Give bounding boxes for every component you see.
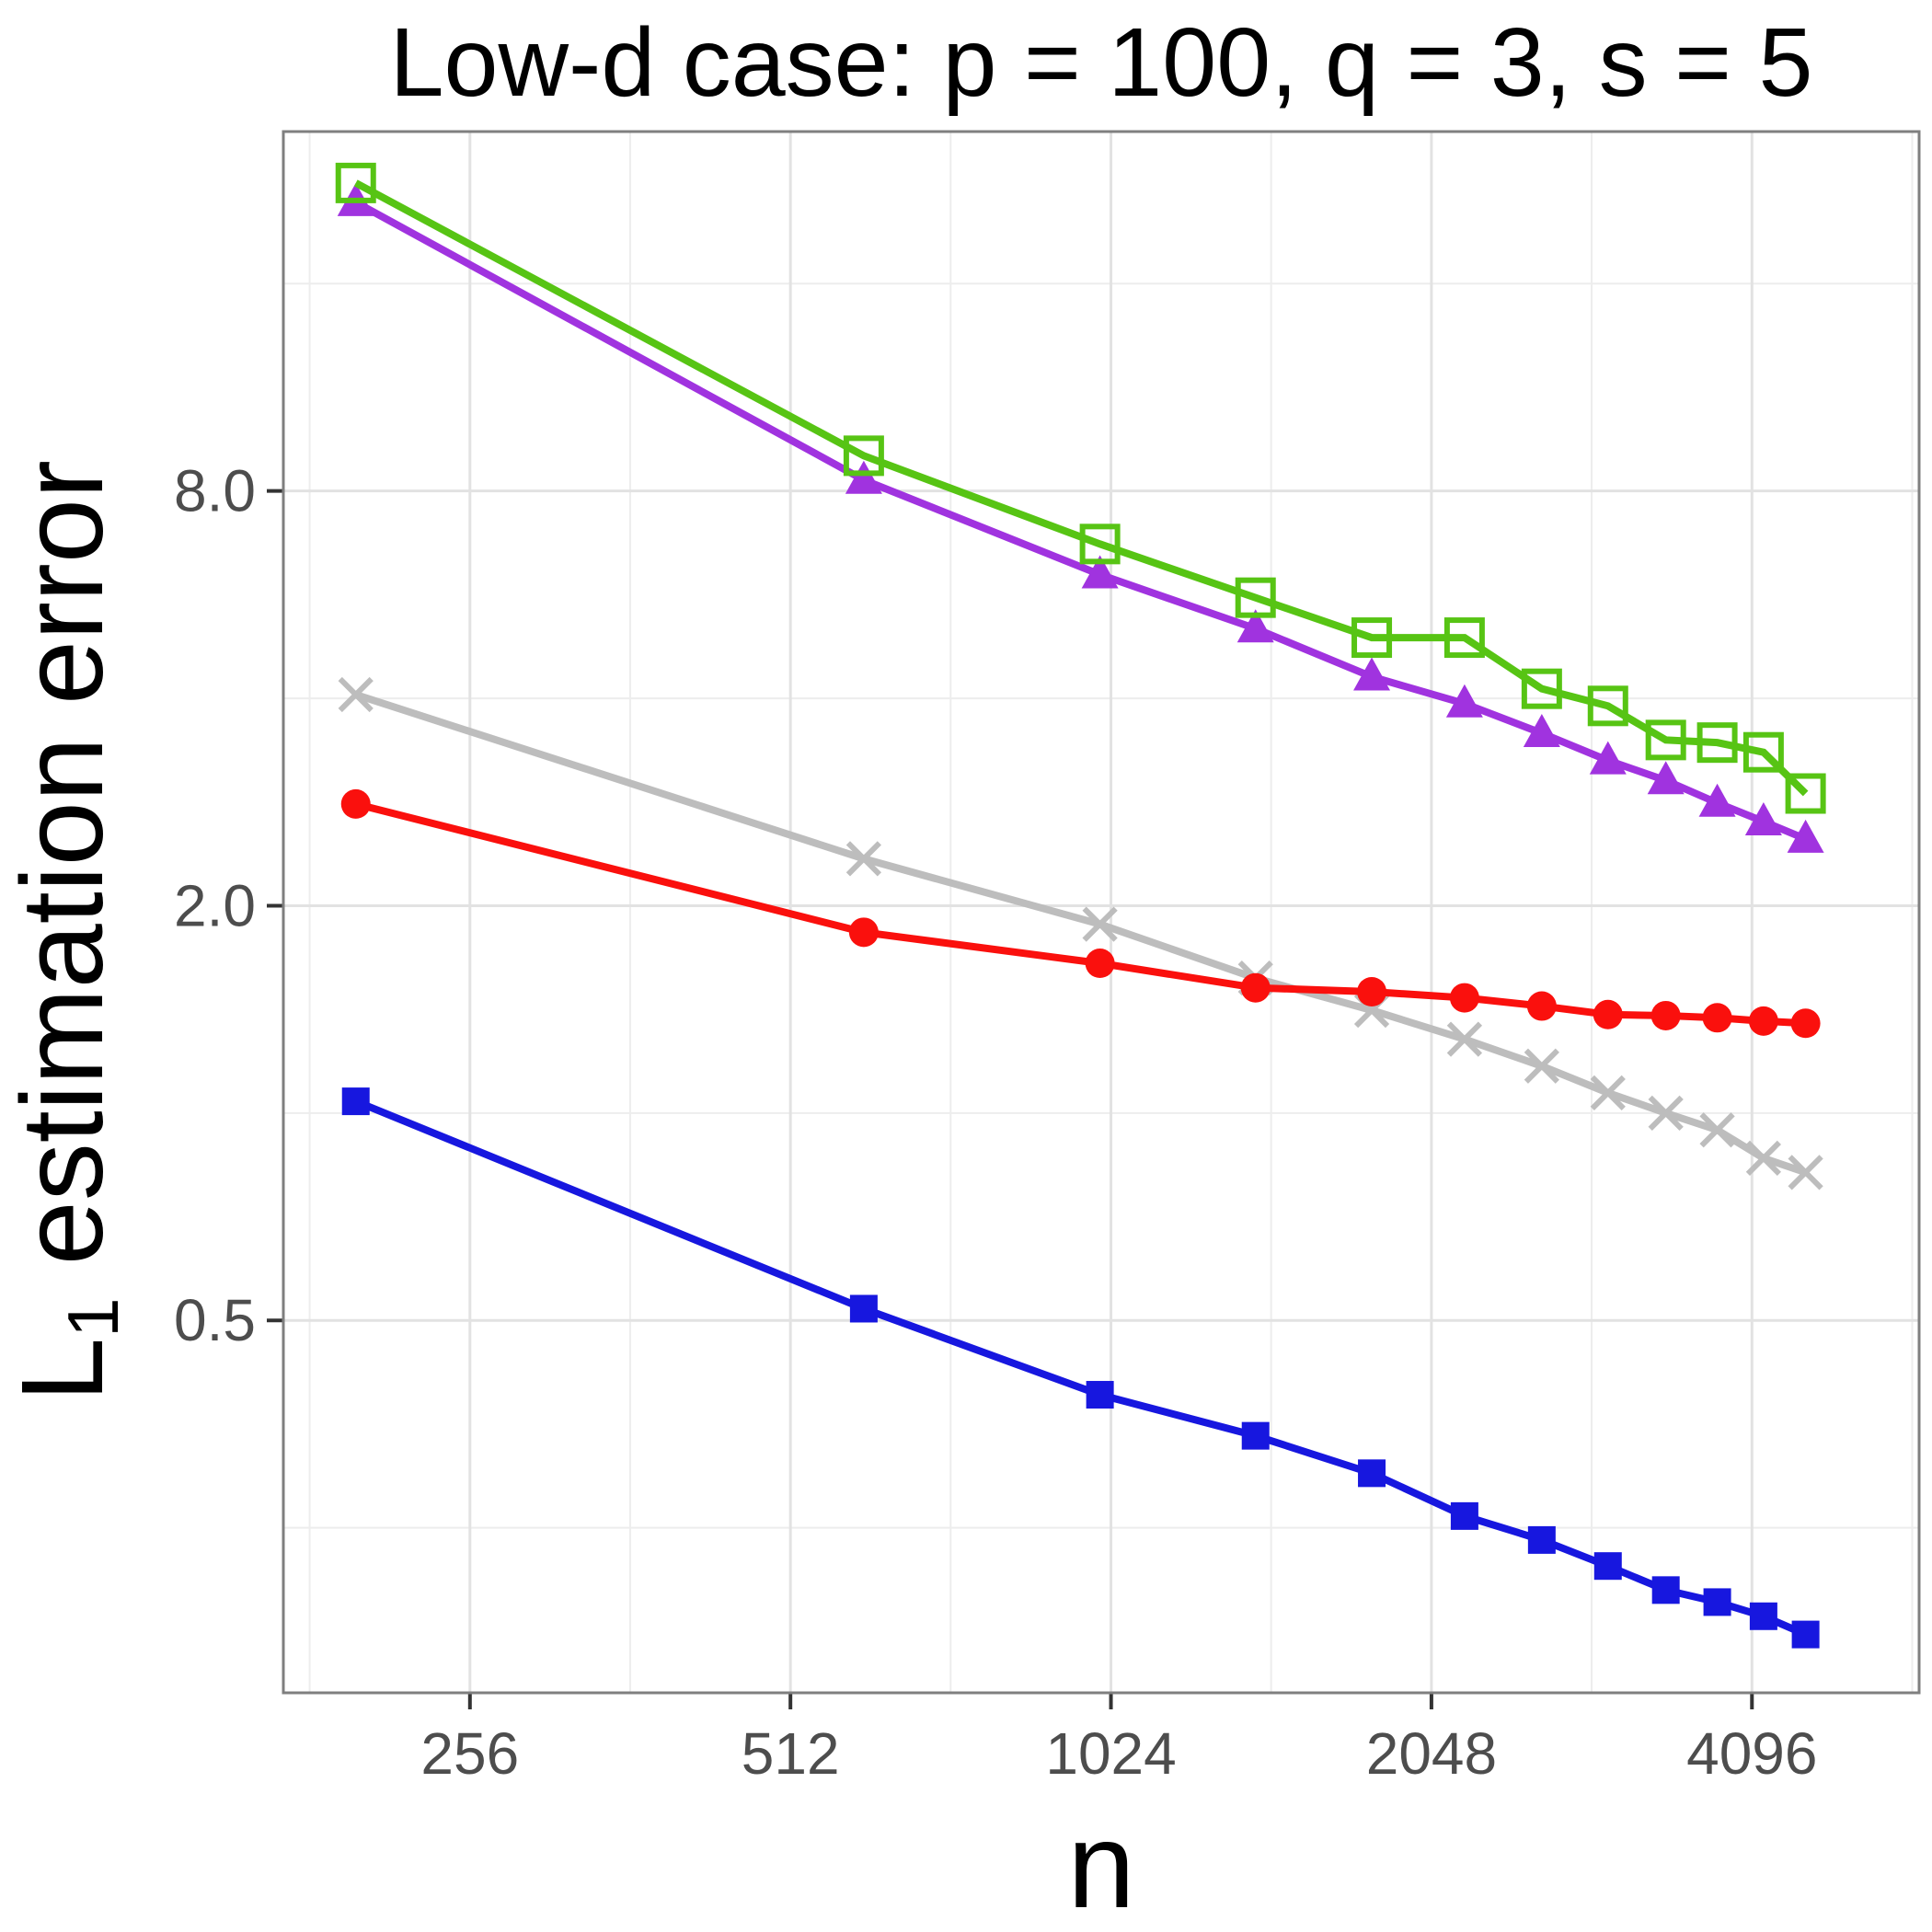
filled-square-blue-point bbox=[1791, 1620, 1820, 1649]
x-tick-label: 2048 bbox=[1366, 1720, 1497, 1787]
filled-circle-red-point bbox=[1790, 1008, 1821, 1039]
series-line-open-square-green bbox=[353, 179, 1809, 797]
x-tick-label: 1024 bbox=[1045, 1720, 1176, 1787]
open-square-green-point bbox=[1521, 668, 1562, 709]
filled-triangle-purple-point bbox=[1445, 684, 1483, 718]
y-tick-label: 8.0 bbox=[174, 458, 256, 524]
filled-square-blue-point bbox=[1651, 1576, 1680, 1604]
x-tick-label: 512 bbox=[742, 1720, 840, 1787]
filled-square-blue-point bbox=[1358, 1459, 1386, 1488]
chart-title: Low-d case: p = 100, q = 3, s = 5 bbox=[389, 8, 1813, 117]
cross-gray-point bbox=[338, 676, 374, 713]
filled-square-blue-point bbox=[1086, 1381, 1114, 1409]
cross-gray-point bbox=[1699, 1112, 1735, 1148]
cross-gray-point bbox=[1788, 1155, 1823, 1190]
panel-background bbox=[283, 132, 1919, 1693]
open-square-green-point bbox=[1785, 773, 1826, 814]
cross-gray-point bbox=[1082, 906, 1118, 942]
filled-circle-red-point bbox=[1526, 991, 1557, 1021]
filled-triangle-purple-point bbox=[1647, 761, 1685, 795]
open-square-green-point bbox=[1079, 523, 1121, 565]
filled-circle-red-point bbox=[1085, 949, 1115, 979]
filled-circle-red-point bbox=[1650, 1000, 1681, 1030]
filled-square-blue-point bbox=[341, 1087, 370, 1116]
open-square-green-point bbox=[1443, 617, 1485, 659]
filled-circle-red-point bbox=[848, 917, 879, 948]
filled-circle-red-point bbox=[1240, 972, 1271, 1003]
cross-gray-point bbox=[1524, 1048, 1559, 1084]
filled-triangle-purple-point bbox=[1081, 555, 1119, 589]
cross-gray-point bbox=[1745, 1140, 1782, 1177]
y-tick-label: 0.5 bbox=[174, 1287, 256, 1353]
filled-circle-red-point bbox=[340, 788, 371, 819]
filled-triangle-purple-point bbox=[1589, 741, 1627, 775]
open-square-green-point bbox=[1645, 719, 1686, 761]
filled-circle-red-point bbox=[1702, 1003, 1732, 1033]
filled-triangle-purple-point bbox=[845, 460, 882, 494]
filled-square-blue-point bbox=[1241, 1421, 1270, 1450]
cross-gray-point bbox=[1648, 1095, 1684, 1131]
x-tick-label: 4096 bbox=[1686, 1720, 1817, 1787]
open-square-green-point bbox=[335, 162, 376, 203]
open-square-green-point bbox=[1742, 731, 1784, 773]
open-square-green-point bbox=[843, 435, 884, 477]
cross-gray-point bbox=[1446, 1021, 1483, 1057]
filled-triangle-purple-point bbox=[1698, 783, 1736, 817]
open-square-green-point bbox=[1587, 685, 1628, 727]
filled-square-blue-point bbox=[1703, 1588, 1731, 1616]
filled-circle-red-point bbox=[1748, 1006, 1778, 1036]
filled-square-blue-point bbox=[849, 1294, 878, 1323]
panel-border bbox=[282, 130, 1921, 1695]
filled-triangle-purple-point bbox=[1236, 609, 1274, 643]
filled-triangle-purple-point bbox=[1353, 657, 1391, 691]
x-axis-title: n bbox=[1067, 1798, 1135, 1932]
filled-triangle-purple-point bbox=[1744, 801, 1782, 835]
open-square-green-point bbox=[1235, 577, 1276, 618]
open-square-green-point bbox=[1351, 617, 1393, 659]
filled-triangle-purple-point bbox=[1523, 713, 1560, 747]
filled-circle-red-point bbox=[1449, 983, 1479, 1013]
filled-square-blue-point bbox=[1593, 1552, 1622, 1581]
filled-square-blue-point bbox=[1749, 1602, 1777, 1630]
y-tick-label: 2.0 bbox=[174, 872, 256, 938]
x-tick-label: 256 bbox=[420, 1720, 519, 1787]
cross-gray-point bbox=[845, 841, 882, 877]
cross-gray-point bbox=[1590, 1075, 1626, 1110]
open-square-green-point bbox=[1696, 722, 1738, 764]
filled-square-blue-point bbox=[1527, 1525, 1556, 1554]
filled-square-blue-point bbox=[1450, 1501, 1478, 1530]
filled-circle-red-point bbox=[1593, 999, 1623, 1029]
filled-circle-red-point bbox=[1357, 977, 1387, 1007]
filled-triangle-purple-point bbox=[1787, 819, 1824, 853]
